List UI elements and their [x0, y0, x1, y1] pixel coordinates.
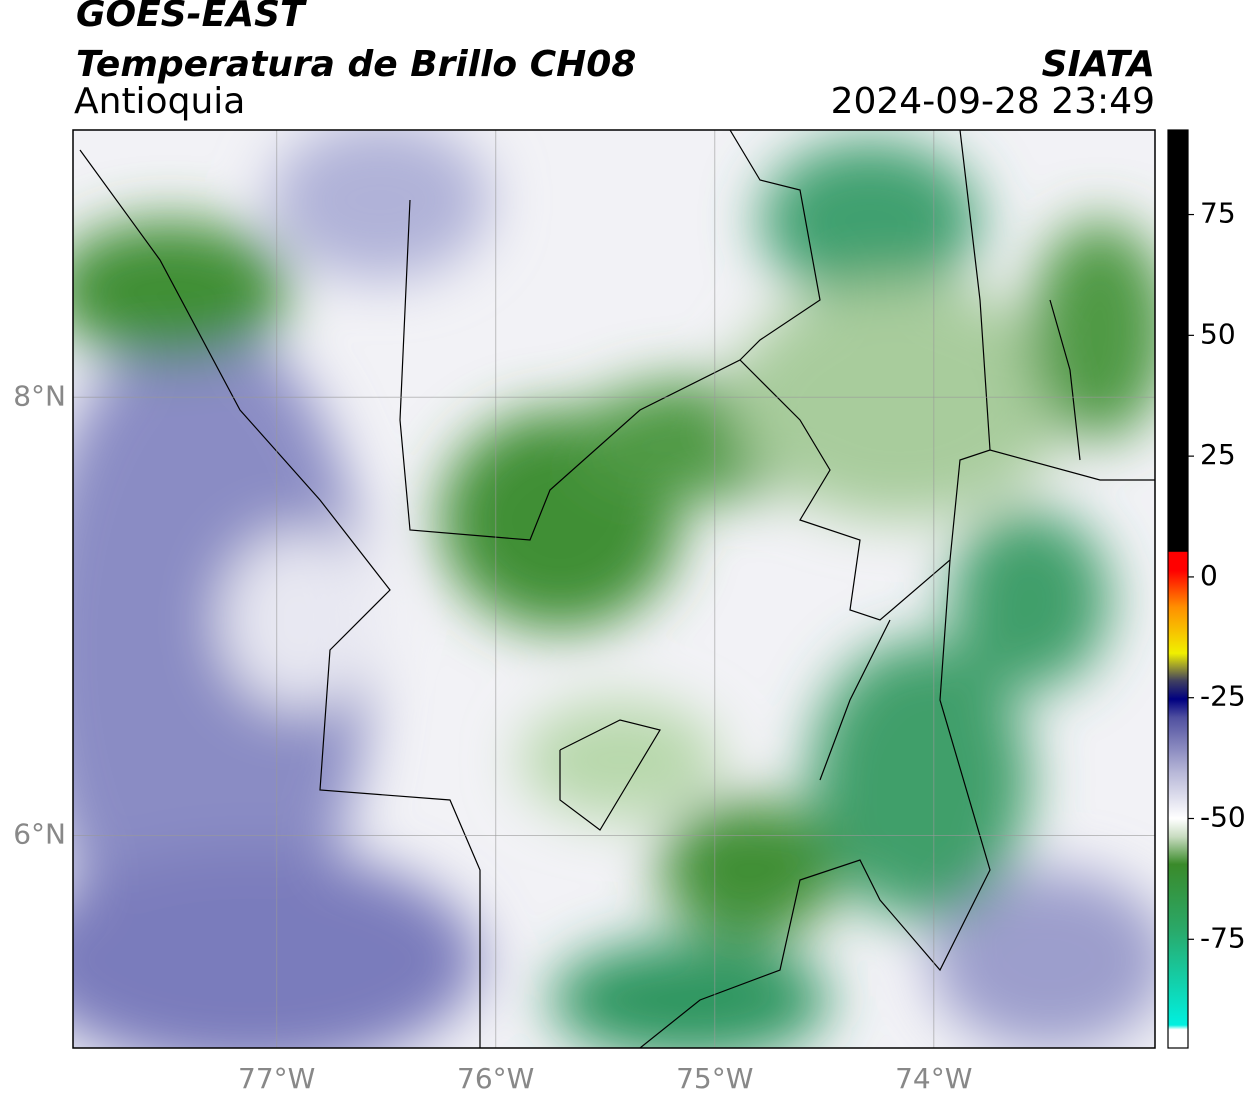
colorbar-tick-label: -50: [1200, 801, 1246, 834]
colorbar-tick-label: 75: [1200, 197, 1236, 230]
y-tick-label: 8°N: [13, 379, 66, 412]
colorbar-tick-label: -25: [1200, 680, 1246, 713]
subtitle: Temperatura de Brillo CH08: [76, 44, 636, 85]
colorbar-tick-label: -75: [1200, 921, 1246, 954]
colorbar: [1167, 129, 1189, 1049]
title: GOES-EAST: [76, 0, 307, 35]
source: SIATA: [1042, 44, 1155, 85]
map-image: [73, 130, 1155, 1048]
y-tick-label: 6°N: [13, 817, 66, 850]
x-tick-label: 74°W: [895, 1062, 972, 1095]
map-frame: [72, 129, 1156, 1049]
x-tick-label: 77°W: [238, 1062, 315, 1095]
timestamp: 2024-09-28 23:49: [831, 81, 1155, 122]
colorbar-tick-label: 0: [1200, 559, 1218, 592]
colorbar-tick-label: 50: [1200, 317, 1236, 350]
x-tick-label: 76°W: [457, 1062, 534, 1095]
colorbar-tick-label: 25: [1200, 438, 1236, 471]
region: Antioquia: [74, 81, 245, 122]
x-tick-label: 75°W: [676, 1062, 753, 1095]
